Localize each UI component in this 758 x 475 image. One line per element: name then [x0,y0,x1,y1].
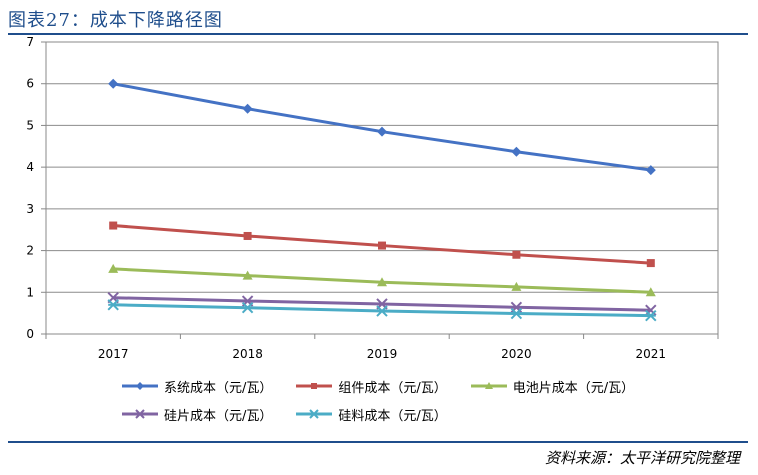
data-point [243,231,252,240]
legend-swatch [296,383,333,389]
data-point [108,263,119,273]
y-tick-label: 6 [26,77,34,91]
data-point [484,382,493,389]
series-1 [109,221,655,268]
data-point [242,270,253,280]
x-tick-label: 2020 [501,347,532,361]
legend-swatch [296,409,333,419]
data-point [241,302,254,314]
data-point [311,383,318,389]
legend-swatch [470,382,507,389]
y-tick-label: 7 [26,35,34,49]
data-point [376,305,388,317]
series-2 [108,263,656,297]
plot-area [45,41,719,335]
legend-item-series-3: 硅片成本（元/瓦） [120,405,272,424]
y-tick-label: 4 [26,160,34,174]
legend-label: 系统成本（元/瓦） [164,380,273,396]
y-tick-label: 3 [26,202,34,216]
legend-row: 硅片成本（元/瓦） 硅料成本（元/瓦） [120,400,740,428]
data-point [136,382,144,390]
data-point [107,299,119,311]
x-tick-label: 2017 [98,347,129,361]
legend-swatch [122,409,158,419]
line-chart: 0 1 2 3 4 5 6 7 2017 2018 2019 2020 2021 [26,35,719,361]
y-tick-label: 5 [26,118,34,132]
data-point [377,277,387,287]
legend-item-series-1: 组件成本（元/瓦） [294,377,447,396]
legend-label: 组件成本（元/瓦） [338,380,447,396]
x-tick-label: 2019 [367,347,398,361]
chart-title: 图表27：成本下降路径图 [8,10,223,31]
data-point [108,78,119,89]
legend-item-series-2: 电池片成本（元/瓦） [469,377,634,396]
data-point [512,250,521,259]
y-tick-label: 0 [26,327,34,341]
data-point [645,287,656,297]
x-tick-label: 2021 [636,347,667,361]
data-point [646,259,655,268]
data-point [378,241,386,250]
legend-row: 系统成本（元/瓦） 组件成本（元/瓦） 电池片成本（元/瓦） [120,372,740,400]
legend-label: 电池片成本（元/瓦） [512,380,635,396]
chart-legend: 系统成本（元/瓦） 组件成本（元/瓦） 电池片成本（元/瓦） 硅片成本（元/瓦）… [120,372,740,428]
legend-label: 硅片成本（元/瓦） [164,408,273,424]
y-tick-label: 2 [26,244,34,258]
data-point [377,126,387,137]
series-4 [107,299,657,322]
data-point [109,221,118,230]
data-point [511,146,522,157]
marker-stroke [135,409,145,419]
title-rule [8,33,748,35]
x-tick-label: 2018 [232,347,263,361]
footer-rule [8,441,748,443]
data-point [242,103,253,114]
y-tick-label: 1 [26,285,34,299]
source-note: 资料来源：太平洋研究院整理 [544,449,740,467]
data-point [645,309,657,322]
legend-item-series-4: 硅料成本（元/瓦） [294,405,447,424]
data-point [511,281,522,291]
legend-swatch [122,382,158,390]
legend-label: 硅料成本（元/瓦） [338,408,447,424]
data-point [645,165,656,176]
data-point [309,409,320,419]
series-0 [108,78,656,176]
legend-item-series-0: 系统成本（元/瓦） [120,377,272,396]
data-point [510,307,523,320]
data-point [135,409,145,419]
